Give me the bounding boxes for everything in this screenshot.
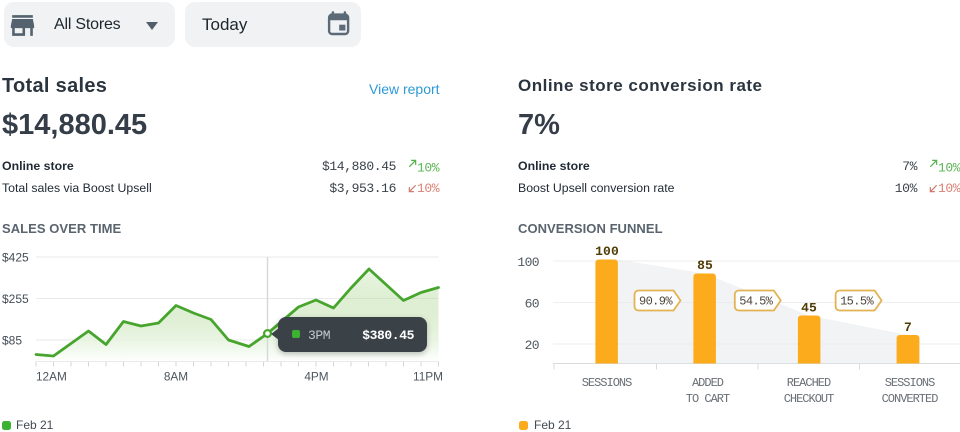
svg-text:TO CART: TO CART	[686, 392, 730, 406]
svg-text:100: 100	[517, 255, 539, 270]
svg-text:60: 60	[525, 297, 539, 312]
svg-text:$425: $425	[2, 251, 29, 265]
svg-text:CONVERTED: CONVERTED	[882, 392, 939, 406]
svg-text:SESSIONS: SESSIONS	[582, 376, 632, 390]
svg-text:12AM: 12AM	[36, 370, 67, 384]
svg-text:$85: $85	[2, 334, 22, 348]
svg-text:45: 45	[801, 301, 817, 316]
svg-text:CHECKOUT: CHECKOUT	[784, 392, 834, 406]
svg-text:8AM: 8AM	[164, 370, 188, 384]
svg-text:11PM: 11PM	[413, 370, 443, 384]
svg-text:100: 100	[595, 244, 619, 259]
svg-text:54.5%: 54.5%	[739, 295, 773, 309]
svg-text:4PM: 4PM	[304, 370, 328, 384]
svg-text:85: 85	[697, 258, 713, 273]
svg-text:REACHED: REACHED	[787, 376, 831, 390]
svg-text:SESSIONS: SESSIONS	[885, 376, 935, 390]
svg-text:20: 20	[525, 338, 539, 353]
svg-text:90.9%: 90.9%	[639, 295, 673, 309]
svg-text:15.5%: 15.5%	[840, 295, 874, 309]
svg-text:ADDED: ADDED	[692, 376, 724, 390]
svg-text:7: 7	[904, 320, 912, 335]
svg-text:$255: $255	[2, 292, 29, 306]
